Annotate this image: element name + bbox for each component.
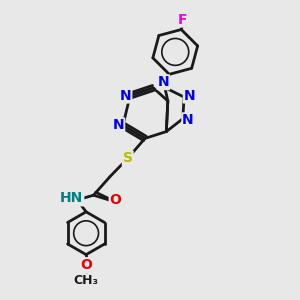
Text: O: O bbox=[80, 258, 92, 272]
Text: CH₃: CH₃ bbox=[74, 274, 99, 287]
Text: N: N bbox=[182, 113, 194, 127]
Text: F: F bbox=[178, 13, 188, 27]
Text: N: N bbox=[120, 88, 131, 103]
Text: HN: HN bbox=[60, 191, 83, 206]
Text: O: O bbox=[110, 193, 122, 207]
Text: N: N bbox=[113, 118, 124, 132]
Text: N: N bbox=[184, 88, 195, 103]
Text: S: S bbox=[123, 151, 133, 165]
Text: N: N bbox=[158, 75, 169, 89]
